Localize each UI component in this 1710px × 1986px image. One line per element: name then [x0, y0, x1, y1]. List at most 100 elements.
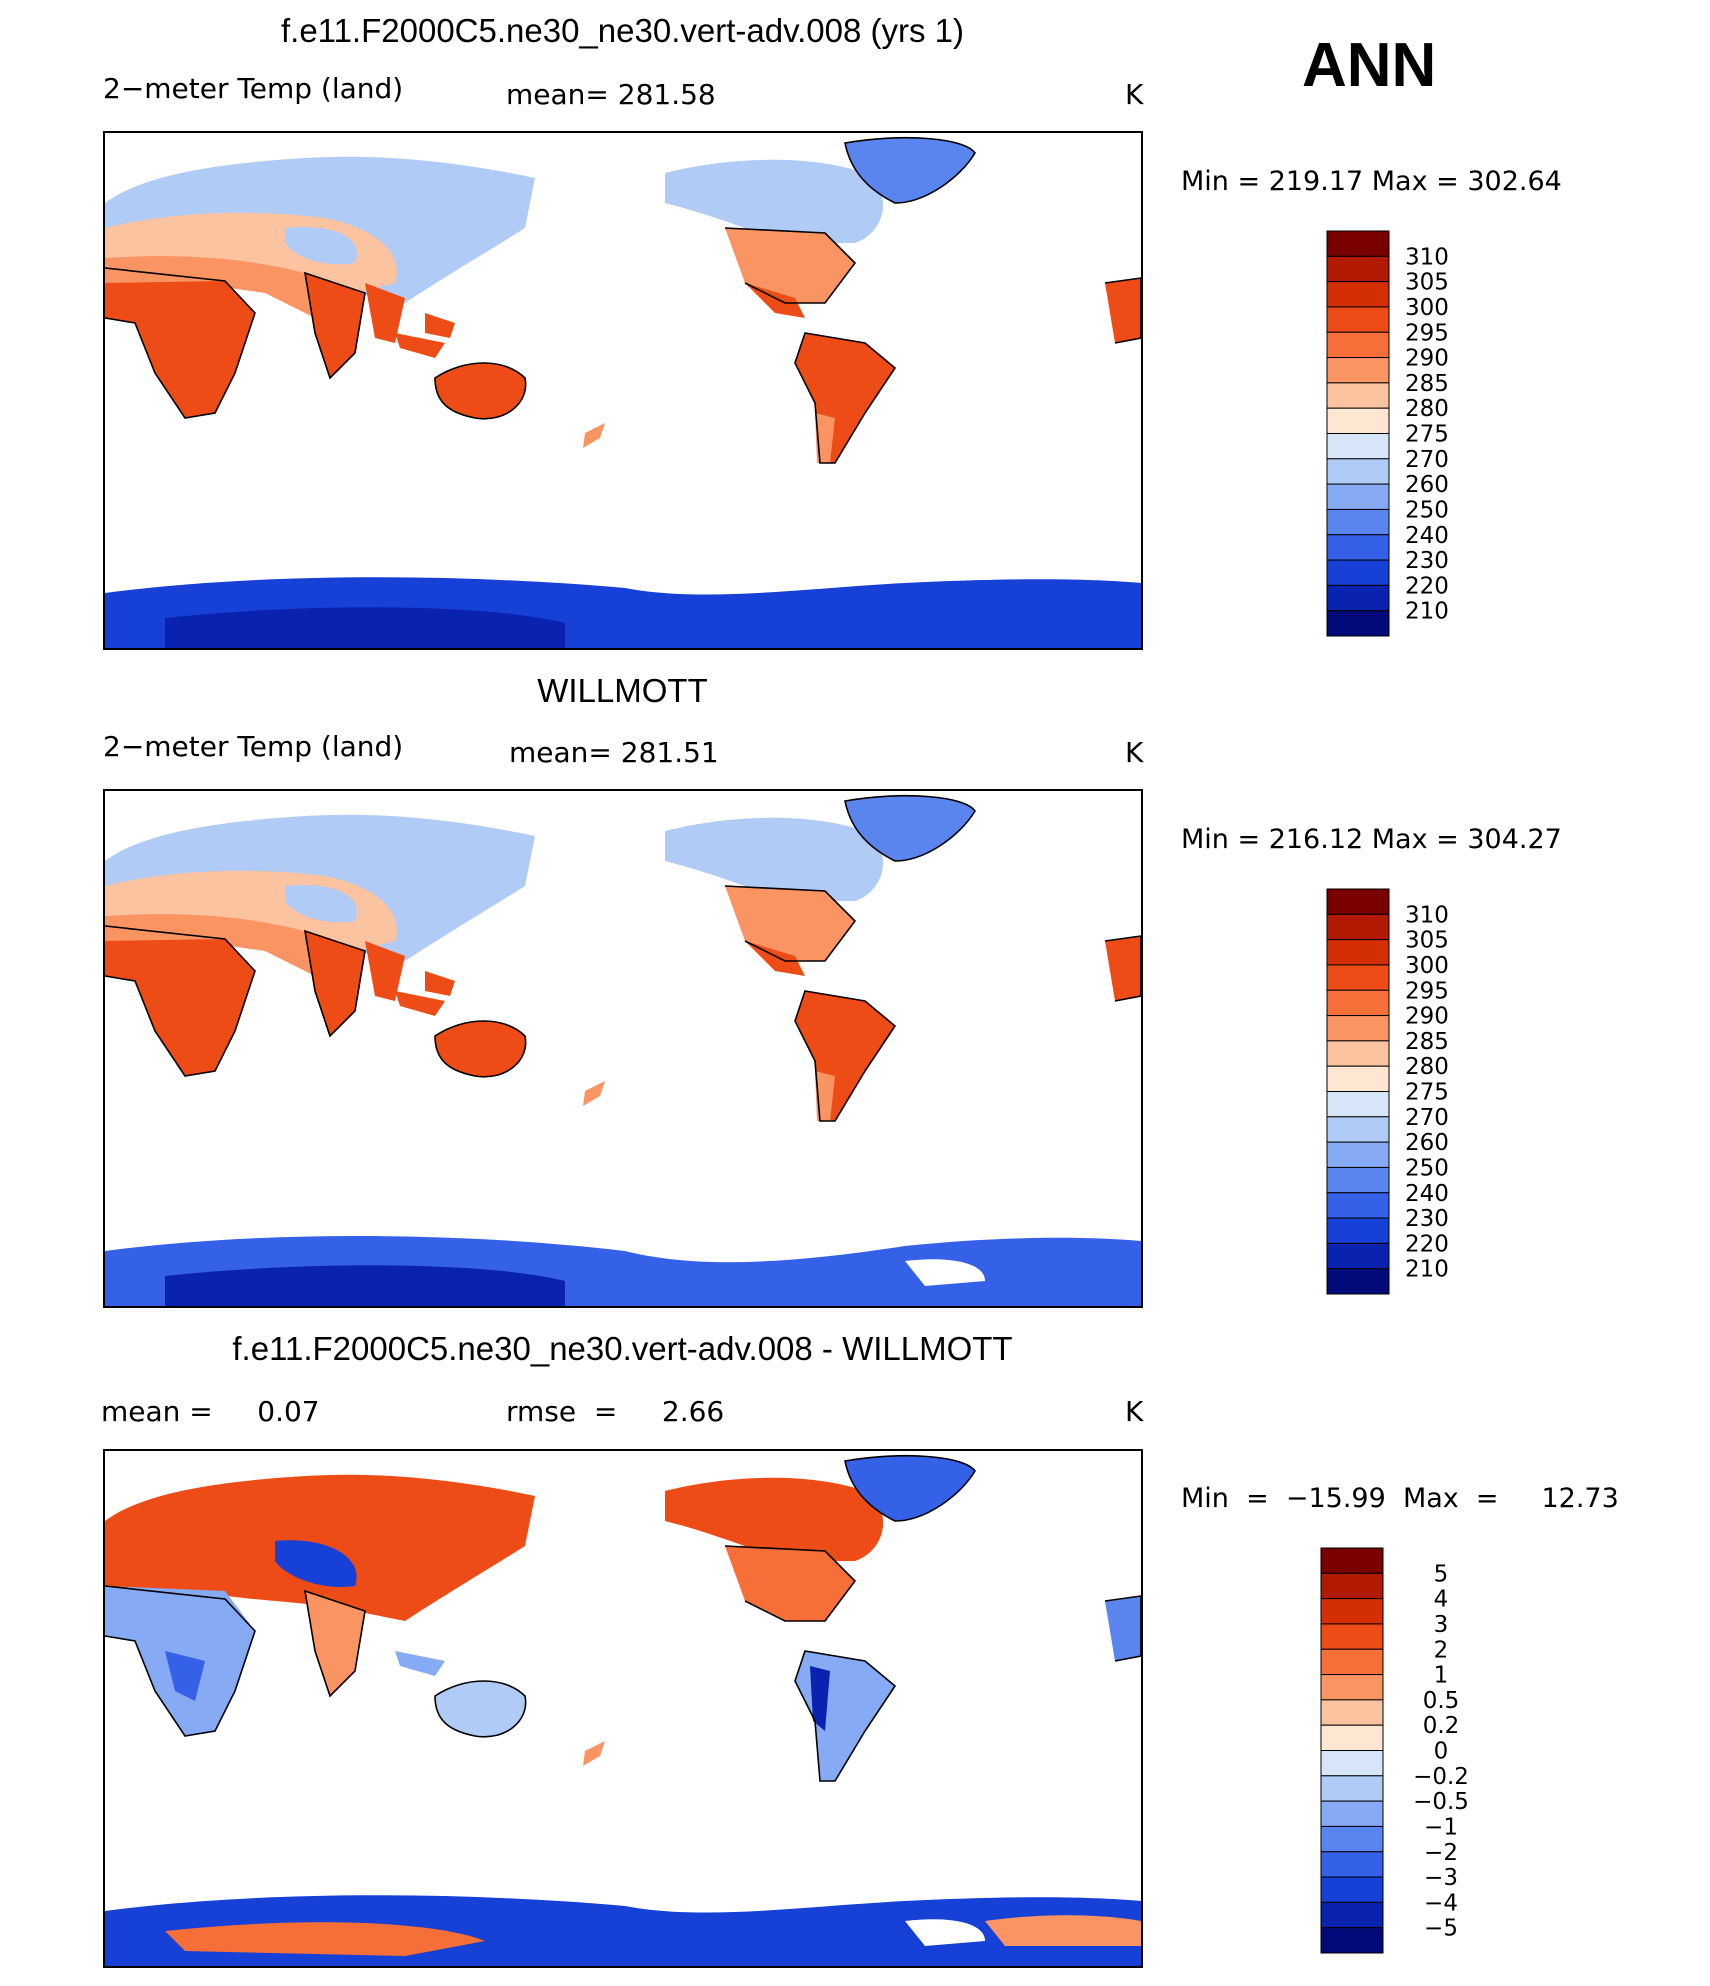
- colorbar-swatch: [1320, 1927, 1384, 1954]
- colorbar-swatch: [1320, 1674, 1384, 1701]
- colorbar-swatch: [1326, 1091, 1390, 1118]
- colorbar-swatch: [1326, 407, 1390, 434]
- colorbar-label: 240: [1405, 1181, 1449, 1207]
- colorbar-label: −0.5: [1413, 1789, 1469, 1815]
- panel2-units: K: [1125, 736, 1144, 769]
- colorbar-label: 220: [1405, 1231, 1449, 1257]
- panel3-min-max: Min = −15.99 Max = 12.73: [1181, 1483, 1619, 1514]
- colorbar-label: 220: [1405, 573, 1449, 599]
- colorbar-label: 295: [1405, 978, 1449, 1004]
- panel3-units: K: [1125, 1395, 1144, 1428]
- colorbar-swatch: [1326, 483, 1390, 510]
- colorbar-label: 305: [1405, 270, 1449, 296]
- colorbar-label: −2: [1424, 1840, 1458, 1866]
- colorbar-label: 240: [1405, 523, 1449, 549]
- colorbar-label: 260: [1405, 472, 1449, 498]
- colorbar-label: 275: [1405, 422, 1449, 448]
- colorbar-label: 285: [1405, 371, 1449, 397]
- colorbar-swatch: [1326, 1242, 1390, 1270]
- colorbar-swatch: [1326, 331, 1390, 359]
- panel1-min-max: Min = 219.17 Max = 302.64: [1181, 166, 1562, 197]
- panel3-mean: mean = 0.07: [101, 1395, 320, 1428]
- colorbar-swatch: [1326, 1268, 1390, 1295]
- colorbar-label: 1: [1434, 1663, 1449, 1689]
- colorbar-label: 0.2: [1423, 1713, 1460, 1739]
- colorbar-label: 285: [1405, 1029, 1449, 1055]
- colorbar-swatch: [1326, 1217, 1390, 1244]
- colorbar-swatch: [1326, 1166, 1390, 1194]
- colorbar-label: 3: [1434, 1612, 1449, 1638]
- colorbar-swatch: [1326, 281, 1390, 308]
- colorbar-swatch: [1320, 1825, 1384, 1853]
- colorbar-label: 260: [1405, 1130, 1449, 1156]
- panel3-title: f.e11.F2000C5.ne30_ne30.vert-adv.008 - W…: [232, 1330, 1013, 1367]
- colorbar-label: 280: [1405, 1054, 1449, 1080]
- colorbar-label: 305: [1405, 928, 1449, 954]
- colorbar-swatch: [1320, 1572, 1384, 1600]
- colorbar-swatch: [1320, 1901, 1384, 1929]
- colorbar-swatch: [1326, 230, 1390, 257]
- colorbar-swatch: [1326, 1015, 1390, 1042]
- panel2-title: WILLMOTT: [537, 672, 708, 709]
- colorbar-swatch: [1326, 1116, 1390, 1143]
- colorbar-label: 310: [1405, 244, 1449, 270]
- colorbar-swatch: [1326, 1192, 1390, 1219]
- season-label: ANN: [1302, 31, 1437, 100]
- colorbar-label: 0: [1434, 1739, 1449, 1765]
- colorbar-swatch: [1320, 1699, 1384, 1726]
- colorbar-swatch: [1326, 382, 1390, 409]
- colorbar-label: 290: [1405, 346, 1449, 372]
- colorbar-swatch: [1326, 534, 1390, 561]
- colorbar-label: 2: [1434, 1637, 1449, 1663]
- colorbar-label: 300: [1405, 953, 1449, 979]
- panel2-map: [103, 789, 1143, 1308]
- colorbar-label: −5: [1424, 1916, 1458, 1942]
- panel1-colorbar: 310 305 300 295 290 285 280 275 270 260 250 240 230 2…: [1326, 230, 1467, 646]
- colorbar-swatch: [1326, 458, 1390, 485]
- colorbar-swatch: [1320, 1851, 1384, 1878]
- colorbar-swatch: [1320, 1598, 1384, 1625]
- panel2-mean: mean= 281.51: [509, 736, 719, 769]
- colorbar-label: 300: [1405, 295, 1449, 321]
- colorbar-label: 270: [1405, 1105, 1449, 1131]
- colorbar-label: −4: [1424, 1890, 1458, 1916]
- colorbar-swatch: [1326, 939, 1390, 966]
- colorbar-swatch: [1326, 913, 1390, 941]
- colorbar-label: 250: [1405, 497, 1449, 523]
- colorbar-label: −0.2: [1413, 1764, 1469, 1790]
- colorbar-label: 230: [1405, 1206, 1449, 1232]
- colorbar-swatch: [1326, 306, 1390, 333]
- colorbar-label: 275: [1405, 1080, 1449, 1106]
- colorbar-swatch: [1320, 1750, 1384, 1777]
- colorbar-swatch: [1320, 1775, 1384, 1802]
- colorbar-label: 0.5: [1423, 1688, 1460, 1714]
- panel3-map: [103, 1449, 1143, 1968]
- panel1-map: [103, 131, 1143, 650]
- panel2-colorbar: 310 305 300 295 290 285 280 275 270 260 250 240 230 2…: [1326, 888, 1467, 1304]
- colorbar-swatch: [1326, 1065, 1390, 1092]
- panel2-min-max: Min = 216.12 Max = 304.27: [1181, 824, 1562, 855]
- colorbar-label: 280: [1405, 396, 1449, 422]
- colorbar-swatch: [1326, 508, 1390, 536]
- panel3-rmse: rmse = 2.66: [506, 1395, 725, 1428]
- colorbar-swatch: [1326, 1141, 1390, 1168]
- colorbar-label: 4: [1434, 1587, 1449, 1613]
- colorbar-label: −3: [1424, 1865, 1458, 1891]
- colorbar-swatch: [1320, 1800, 1384, 1827]
- colorbar-swatch: [1326, 964, 1390, 991]
- colorbar-label: 210: [1405, 599, 1449, 625]
- colorbar-swatch: [1326, 989, 1390, 1017]
- colorbar-label: 5: [1434, 1561, 1449, 1587]
- panel1-mean: mean= 281.58: [506, 78, 716, 111]
- colorbar-swatch: [1326, 1040, 1390, 1067]
- panel2-variable: 2−meter Temp (land): [103, 730, 404, 763]
- panel3-colorbar: 5 4 3 2 1 0.5 0.2 0 −0.2 −0.5 −1 −2 −3 −4 −5: [1320, 1547, 1469, 1963]
- colorbar-label: −1: [1424, 1814, 1458, 1840]
- colorbar-label: 290: [1405, 1004, 1449, 1030]
- colorbar-swatch: [1326, 255, 1390, 283]
- colorbar-swatch: [1326, 610, 1390, 637]
- colorbar-swatch: [1326, 357, 1390, 384]
- colorbar-swatch: [1320, 1876, 1384, 1903]
- colorbar-label: 270: [1405, 447, 1449, 473]
- colorbar-label: 310: [1405, 902, 1449, 928]
